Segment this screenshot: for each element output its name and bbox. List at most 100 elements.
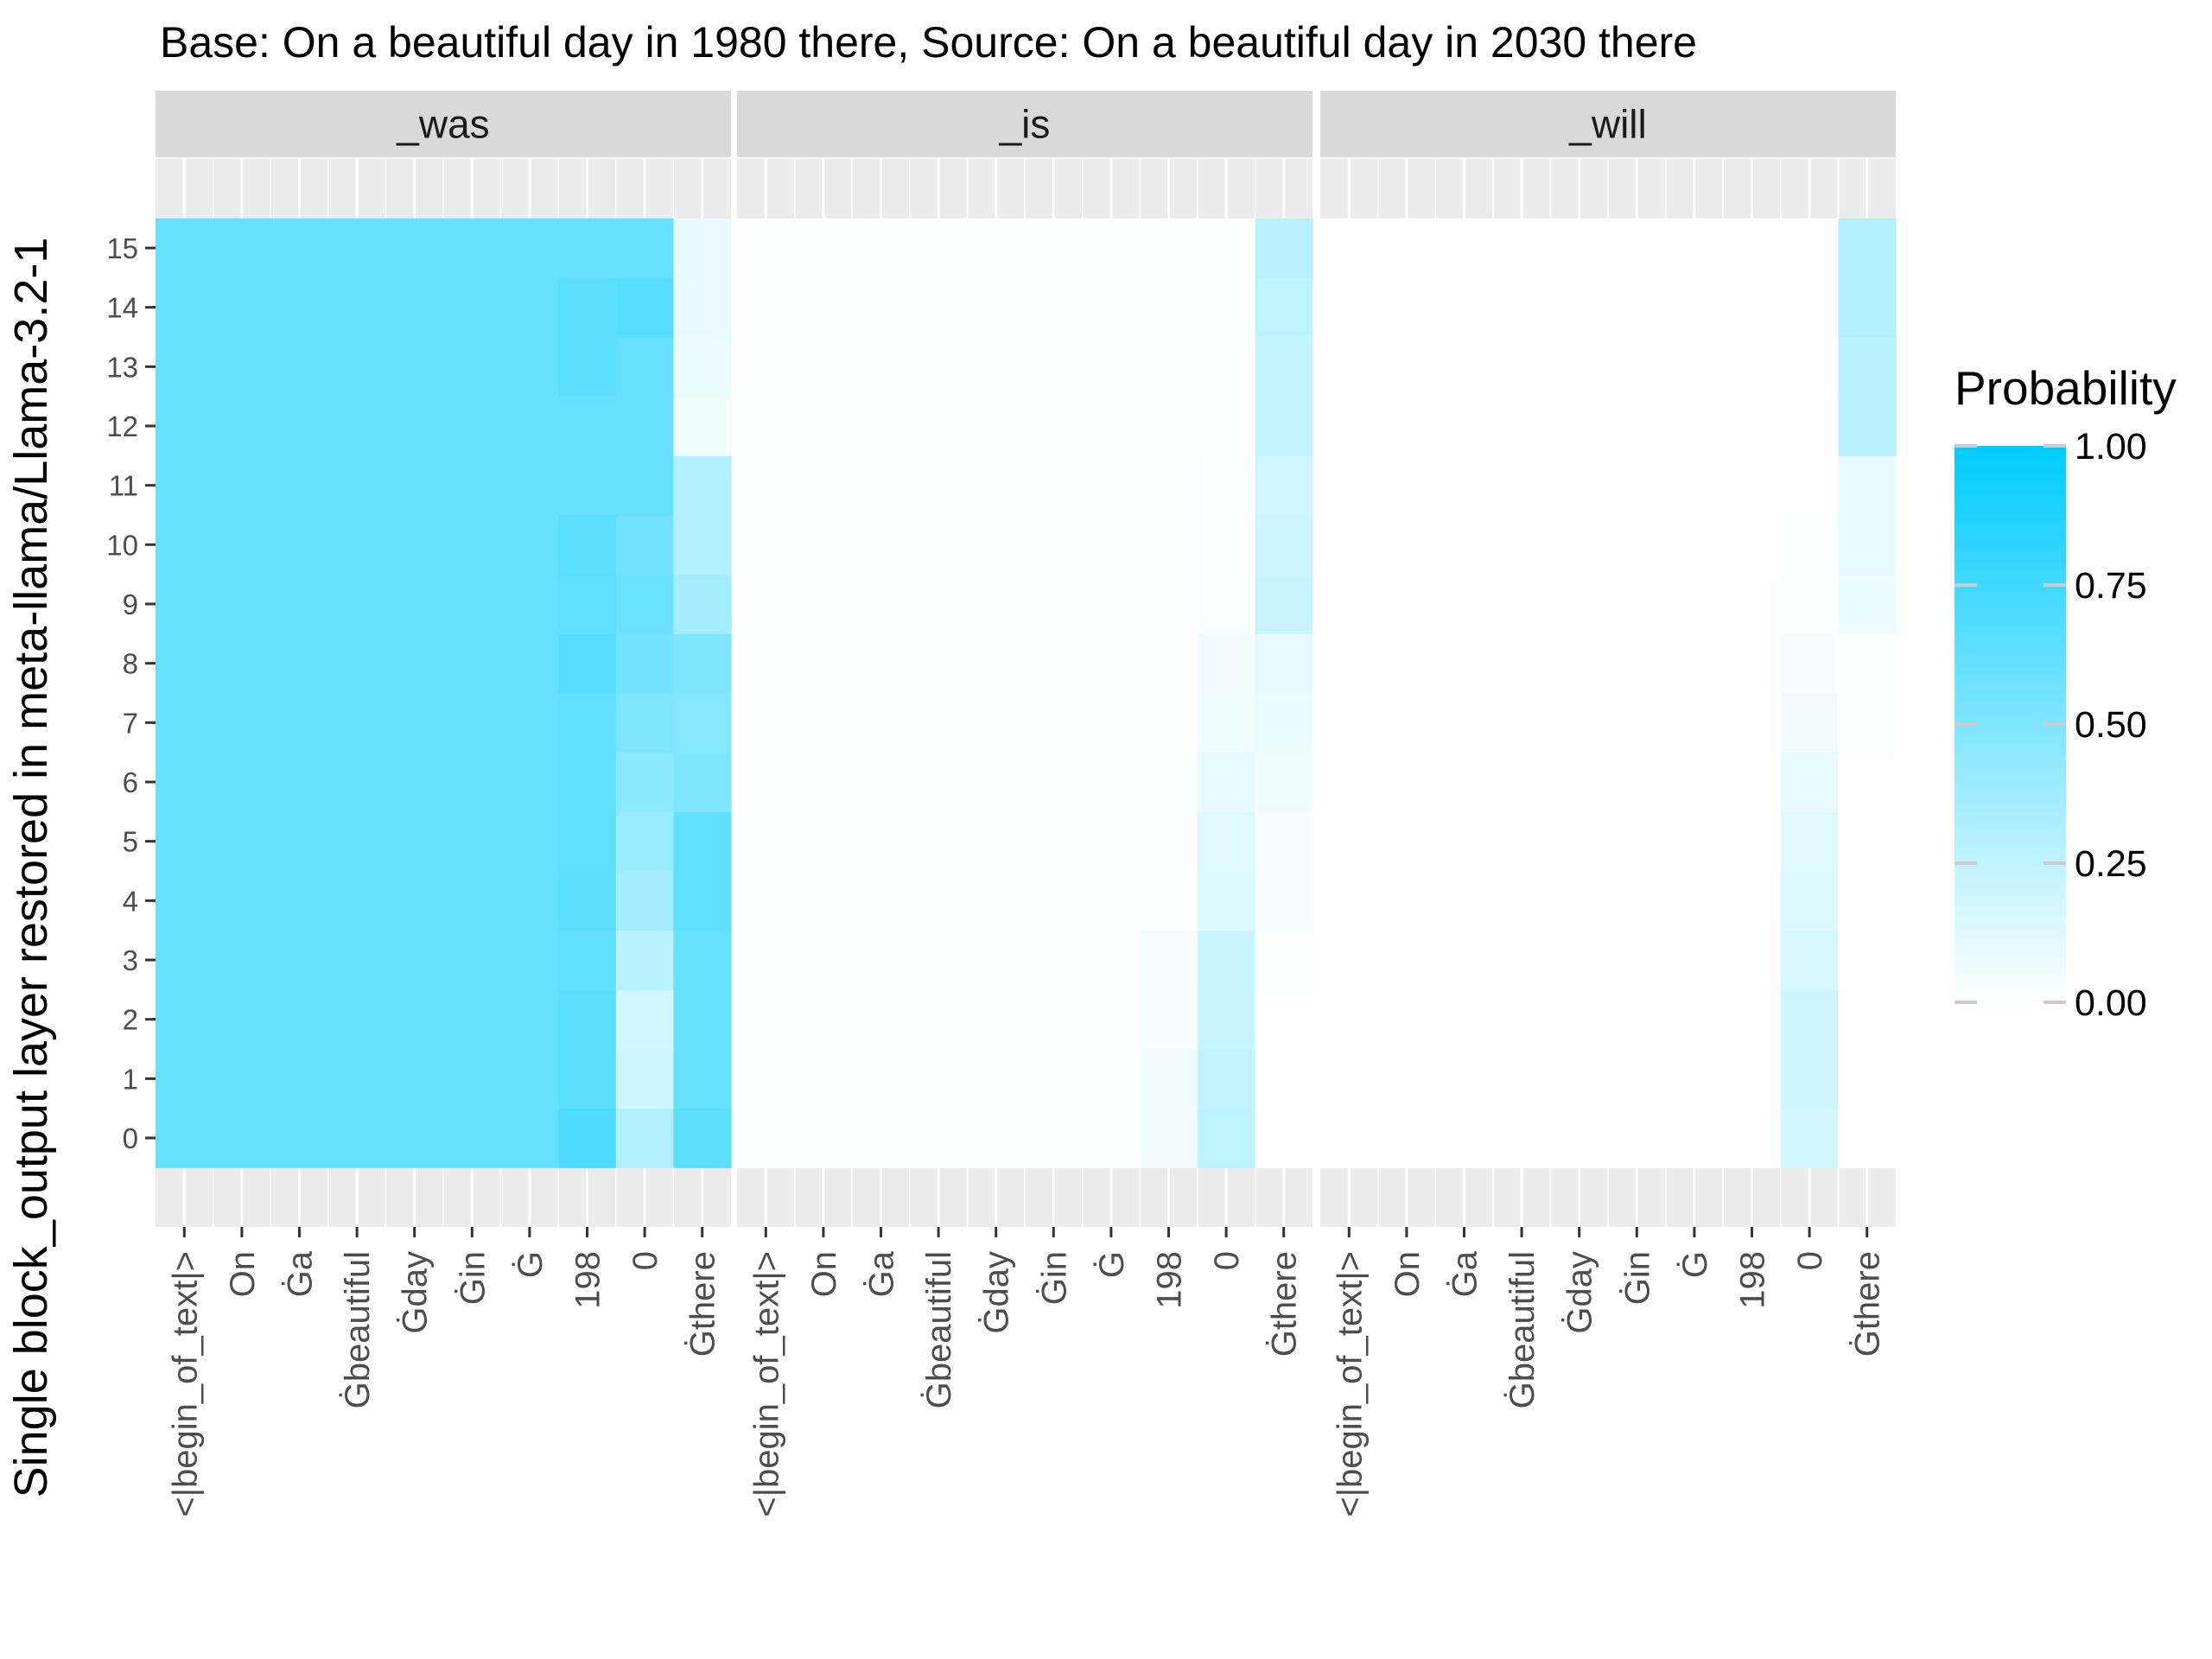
x-tick-label: Ġin: [1618, 1251, 1656, 1305]
heatmap-cell: [1608, 396, 1667, 456]
heatmap-cell: [1255, 396, 1313, 456]
heatmap-cell: [1025, 515, 1084, 575]
heatmap-cell: [909, 218, 968, 278]
heatmap-cell: [443, 277, 502, 338]
heatmap-cell: [1435, 871, 1494, 931]
facet-strip: [1320, 91, 1896, 157]
heatmap-cell: [1197, 396, 1255, 456]
heatmap-cell: [967, 752, 1026, 812]
heatmap-cell: [737, 693, 796, 753]
heatmap-cell: [852, 871, 911, 931]
heatmap-cell: [794, 455, 853, 516]
y-tick-label: 6: [123, 766, 138, 798]
x-tick-label: On: [1389, 1251, 1427, 1297]
heatmap-cell: [1608, 633, 1667, 694]
heatmap-cell: [1320, 989, 1379, 1050]
heatmap-cell: [967, 396, 1026, 456]
heatmap-cell: [1780, 574, 1839, 634]
heatmap-cell: [794, 930, 853, 990]
heatmap-cell: [615, 871, 674, 931]
heatmap-cell: [615, 811, 674, 872]
heatmap-cell: [1320, 574, 1379, 634]
heatmap-cell: [1435, 989, 1494, 1050]
heatmap-cell: [1780, 633, 1839, 694]
heatmap-cell: [1435, 752, 1494, 812]
heatmap-cell: [737, 515, 796, 575]
heatmap-cell: [1492, 574, 1551, 634]
heatmap-cell: [852, 693, 911, 753]
heatmap-cell: [1665, 455, 1724, 516]
heatmap-cell: [327, 871, 386, 931]
heatmap-cell: [1838, 277, 1897, 338]
heatmap-cell: [443, 989, 502, 1050]
heatmap-cell: [500, 515, 559, 575]
heatmap-cell: [1140, 1108, 1198, 1168]
heatmap-cell: [213, 811, 271, 872]
heatmap-cell: [385, 752, 444, 812]
heatmap-cell: [909, 1108, 968, 1168]
heatmap-cell: [443, 218, 502, 278]
heatmap-cell: [794, 277, 853, 338]
heatmap-cell: [1838, 218, 1897, 278]
heatmap-cell: [1025, 1049, 1084, 1109]
heatmap-cell: [737, 1049, 796, 1109]
heatmap-cell: [1025, 396, 1084, 456]
heatmap-cell: [1723, 455, 1782, 516]
heatmap-cell: [1255, 277, 1313, 338]
heatmap-cell: [737, 989, 796, 1050]
heatmap-cell: [1608, 871, 1667, 931]
heatmap-cell: [213, 455, 271, 516]
heatmap-cell: [1025, 871, 1084, 931]
heatmap-cell: [673, 455, 732, 516]
heatmap-cell: [213, 930, 271, 990]
y-tick-label: 12: [106, 410, 138, 442]
heatmap-cell: [737, 455, 796, 516]
heatmap-cell: [1377, 752, 1436, 812]
x-tick-label: Ġ: [511, 1251, 550, 1278]
heatmap-cell: [673, 752, 732, 812]
heatmap-cell: [673, 633, 732, 694]
heatmap-cell: [1320, 871, 1379, 931]
heatmap-cell: [213, 989, 271, 1050]
heatmap-cell: [500, 277, 559, 338]
heatmap-cell: [852, 396, 911, 456]
heatmap-cell: [1140, 277, 1198, 338]
x-tick-label: Ġthere: [1848, 1251, 1887, 1357]
heatmap-cell: [270, 277, 329, 338]
heatmap-cell: [270, 871, 329, 931]
facet-panels: _was <|begin_of_text|> On Ġa Ġbeautiful Ġday Ġ…: [156, 91, 1897, 1517]
heatmap-cell: [1197, 515, 1255, 575]
heatmap-cell: [500, 1108, 559, 1168]
heatmap-cell: [673, 396, 732, 456]
heatmap-cell: [1377, 455, 1436, 516]
heatmap-cell: [1435, 1108, 1494, 1168]
legend-tick-label: 1.00: [2075, 426, 2147, 467]
facet-strip: [156, 91, 731, 157]
heatmap-cell: [967, 633, 1026, 694]
y-tick-label: 9: [123, 588, 138, 620]
facet-strip-label: _is: [999, 102, 1051, 147]
heatmap-cell: [1780, 277, 1839, 338]
heatmap-cell: [1320, 218, 1379, 278]
heatmap-cell: [1255, 930, 1313, 990]
y-tick-label: 10: [106, 529, 138, 561]
x-tick-label: 0: [1208, 1251, 1246, 1270]
heatmap-cell: [1140, 574, 1198, 634]
heatmap-cell: [737, 574, 796, 634]
heatmap-cell: [615, 277, 674, 338]
x-tick-label: Ġin: [453, 1251, 492, 1305]
heatmap-cell: [1320, 396, 1379, 456]
heatmap-cell: [1255, 693, 1313, 753]
heatmap-cell: [1492, 515, 1551, 575]
heatmap-cell: [1838, 1049, 1897, 1109]
heatmap-cell: [270, 1049, 329, 1109]
heatmap-cell: [443, 574, 502, 634]
heatmap-cell: [1665, 871, 1724, 931]
heatmap-cell: [156, 337, 214, 397]
heatmap-cell: [1082, 693, 1141, 753]
heatmap-cell: [213, 396, 271, 456]
heatmap-cell: [1197, 574, 1255, 634]
heatmap-cell: [615, 396, 674, 456]
heatmap-cell: [1550, 633, 1609, 694]
heatmap-cell: [1838, 871, 1897, 931]
